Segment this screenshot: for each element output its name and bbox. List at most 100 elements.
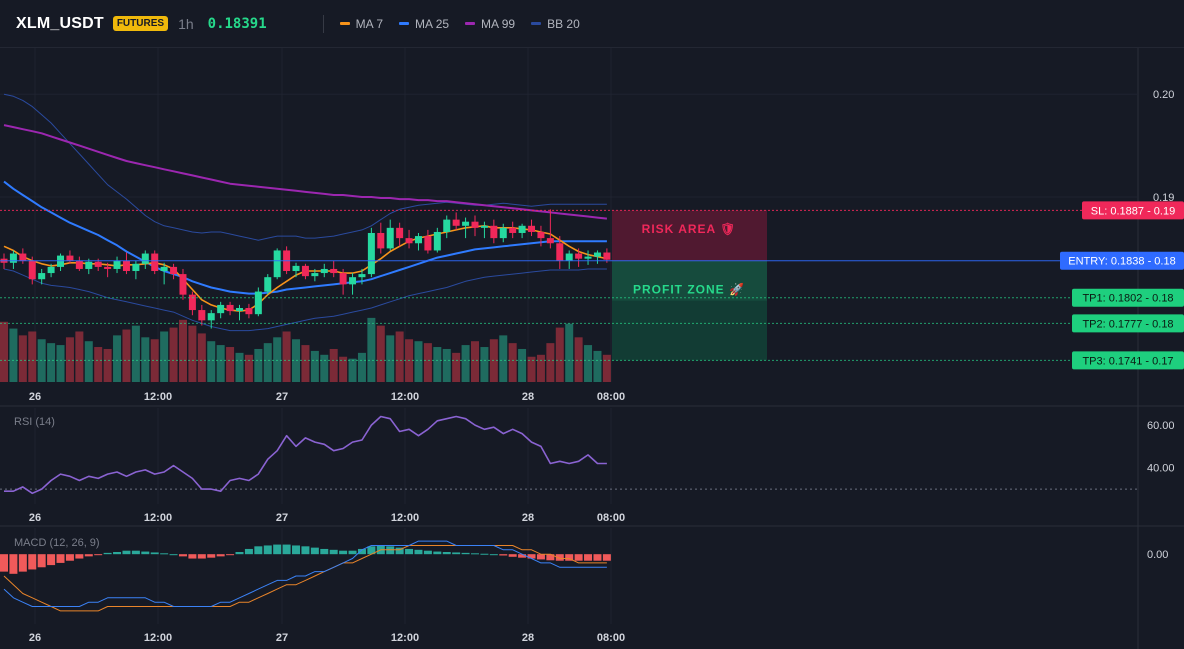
trade-levels[interactable]: RISK AREA 🛡 PROFIT ZONE 🚀 SL: 0.1887 - 0.1… bbox=[0, 201, 1184, 370]
candle-body bbox=[160, 266, 168, 272]
bollinger-bands bbox=[3, 93, 607, 332]
candle-body bbox=[38, 273, 46, 280]
volume-bars bbox=[0, 317, 611, 382]
legend-bb20[interactable]: BB 20 bbox=[531, 17, 580, 31]
volume-bar bbox=[555, 327, 564, 382]
header-divider bbox=[322, 14, 324, 33]
volume-bar bbox=[282, 331, 291, 382]
macd-histogram-bar bbox=[235, 552, 244, 555]
time-tick-label: 12:00 bbox=[391, 512, 419, 524]
macd-pane[interactable]: MACD (12, 26, 9) 0.00 bbox=[0, 537, 1168, 612]
symbol-label[interactable]: XLM_USDT bbox=[16, 14, 104, 32]
timeframe-label[interactable]: 1h bbox=[178, 15, 194, 32]
volume-bar bbox=[602, 354, 611, 382]
volume-bar bbox=[536, 354, 545, 382]
volume-bar bbox=[395, 331, 404, 382]
macd-histogram-bar bbox=[423, 550, 432, 555]
volume-bar bbox=[499, 335, 508, 382]
futures-badge: FUTURES bbox=[112, 16, 169, 31]
level-tag-tp bbox=[1072, 314, 1184, 333]
candle-body bbox=[603, 252, 611, 260]
candle-body bbox=[311, 273, 319, 277]
time-tick-label: 08:00 bbox=[597, 512, 625, 524]
legend-ma7[interactable]: MA 7 bbox=[339, 17, 383, 31]
candle-body bbox=[75, 260, 83, 269]
macd-histogram-bar bbox=[461, 552, 470, 555]
time-axis[interactable]: 26 12:00 27 12:00 28 08:00 26 12:00 27 12:00 28 08:… bbox=[29, 391, 625, 644]
candle-body bbox=[9, 253, 17, 263]
candle-body bbox=[320, 268, 328, 274]
bb20-swatch bbox=[531, 22, 542, 25]
macd-histogram-bar bbox=[122, 550, 131, 555]
macd-histogram-bar bbox=[329, 549, 338, 555]
macd-histogram-bar bbox=[150, 552, 159, 555]
macd-histogram-bar bbox=[536, 554, 545, 560]
candle-body bbox=[377, 232, 385, 249]
candles[interactable] bbox=[0, 209, 611, 329]
profit-zone-top bbox=[612, 260, 767, 301]
time-tick-label: 26 bbox=[29, 632, 41, 644]
macd-histogram-bar bbox=[452, 552, 461, 555]
candle-body bbox=[349, 277, 357, 285]
candle-body bbox=[66, 255, 74, 261]
macd-histogram-bar bbox=[28, 554, 37, 570]
candle-body bbox=[245, 308, 253, 315]
volume-bar bbox=[546, 343, 555, 382]
level-tag-text: TP2: 0.1777 - 0.18 bbox=[1082, 318, 1173, 330]
candle-body bbox=[452, 219, 460, 226]
volume-bar bbox=[150, 339, 159, 382]
candle-body bbox=[207, 313, 215, 321]
macd-histogram-bar bbox=[574, 554, 583, 561]
macd-histogram-bar bbox=[301, 546, 310, 555]
macd-title: MACD (12, 26, 9) bbox=[14, 537, 100, 549]
macd-histogram-bar bbox=[348, 550, 357, 555]
macd-histogram-bar bbox=[94, 554, 103, 556]
rsi-title: RSI (14) bbox=[14, 416, 55, 428]
legend-ma99-label: MA 99 bbox=[481, 16, 516, 31]
candle-body bbox=[518, 225, 526, 233]
macd-histogram-bar bbox=[395, 547, 404, 555]
volume-bar bbox=[47, 343, 56, 382]
macd-histogram-bar bbox=[602, 554, 611, 561]
macd-histogram-bar bbox=[216, 554, 225, 557]
macd-histogram-bar bbox=[405, 548, 414, 555]
time-tick-label: 28 bbox=[522, 391, 534, 403]
candle-body bbox=[188, 294, 196, 311]
candle-body bbox=[396, 227, 404, 239]
volume-bar bbox=[56, 345, 65, 382]
candle-body bbox=[433, 231, 441, 251]
candle-body bbox=[358, 274, 366, 278]
candle-body bbox=[264, 277, 272, 292]
grid bbox=[0, 48, 1184, 649]
candle-body bbox=[405, 238, 413, 244]
volume-bar bbox=[254, 348, 263, 382]
candle-body bbox=[226, 304, 234, 312]
candle-body bbox=[565, 253, 573, 261]
candle-body bbox=[499, 227, 507, 239]
rsi-pane[interactable]: RSI (14) 60.00 40.00 bbox=[0, 415, 1175, 495]
macd-histogram-bar bbox=[9, 554, 18, 574]
macd-histogram-bar bbox=[292, 545, 301, 555]
macd-tick-label: 0.00 bbox=[1147, 549, 1168, 561]
candle-body bbox=[19, 253, 27, 261]
macd-histogram-bar bbox=[546, 554, 555, 561]
volume-bar bbox=[141, 337, 150, 382]
macd-histogram-bar bbox=[339, 550, 348, 555]
candle-body bbox=[584, 256, 592, 259]
candle-body bbox=[273, 250, 281, 278]
macd-histogram-bar bbox=[169, 554, 178, 556]
candle-body bbox=[556, 243, 564, 261]
volume-bar bbox=[197, 333, 206, 382]
price-axis[interactable]: 0.20 0.19 bbox=[1153, 89, 1174, 204]
time-tick-label: 12:00 bbox=[144, 391, 172, 403]
time-tick-label: 12:00 bbox=[144, 512, 172, 524]
legend-ma25[interactable]: MA 25 bbox=[399, 17, 449, 31]
macd-histogram-bar bbox=[178, 554, 187, 557]
volume-bar bbox=[273, 337, 282, 382]
candle-body bbox=[301, 265, 309, 277]
macd-histogram-bar bbox=[414, 549, 423, 555]
legend-ma99[interactable]: MA 99 bbox=[465, 17, 515, 31]
volume-bar bbox=[301, 345, 310, 382]
legend-bb20-label: BB 20 bbox=[547, 16, 580, 31]
